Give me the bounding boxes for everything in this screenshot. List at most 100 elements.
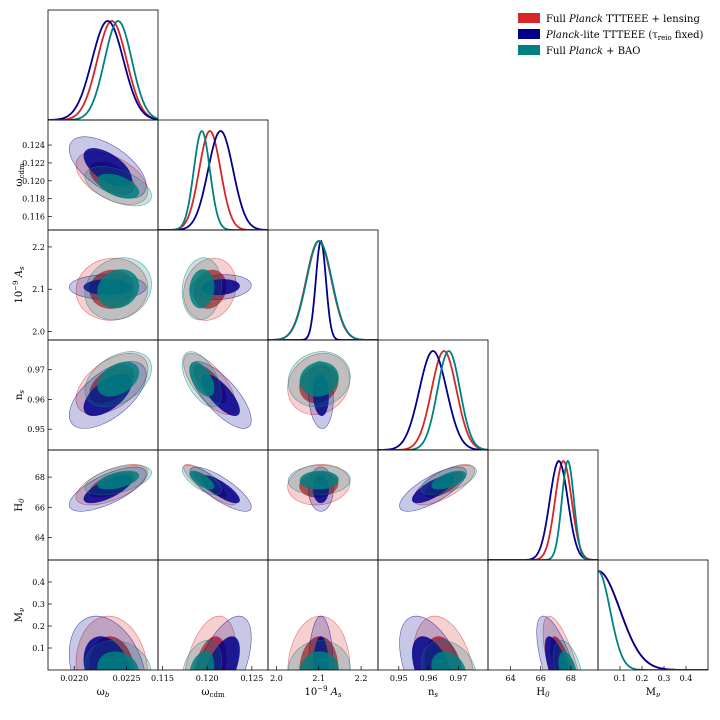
marginal-omega_b-series-1: [48, 20, 158, 120]
marginal-H0-series-0: [488, 459, 598, 560]
y-tick-label: 0.1: [32, 644, 45, 653]
contour-68-ns-H0-series-2: [431, 470, 467, 490]
contour-68-omega_cdm-Mnu-series-2: [189, 651, 215, 670]
contour-68-omega_b-omega_cdm-series-2: [97, 173, 140, 199]
contour-68-As-Mnu-series-2: [299, 651, 339, 670]
y-tick-label: 0.120: [22, 177, 45, 186]
contour-68-ns-Mnu-series-2: [431, 651, 466, 670]
marginal-ns-series-2: [378, 350, 488, 450]
contour-68-omega_b-As-series-2: [97, 269, 140, 309]
y-tick-label: 0.4: [32, 578, 45, 587]
x-tick-label: 0.4: [680, 674, 693, 683]
marginal-ns-series-1: [378, 350, 488, 450]
x-axis-label-ns: ns: [428, 687, 438, 699]
contour-68-As-ns-series-2: [299, 361, 339, 397]
x-tick-label: 0.0225: [113, 674, 141, 683]
y-tick-label: 0.122: [22, 159, 45, 168]
legend-swatch-1: [518, 29, 540, 39]
y-axis-label-omega_cdm: ωcdm: [14, 163, 26, 187]
y-tick-label: 0.3: [32, 600, 45, 609]
panel-frame: [377, 339, 489, 451]
y-axis-label-Mnu: Mν: [14, 607, 26, 622]
legend-swatch-2: [518, 45, 540, 55]
panel-Mnu-Mnu: 0.1 0.2 0.3 0.4 Mν: [597, 559, 709, 699]
panel-frame: [597, 559, 709, 671]
y-tick-label: 0.96: [27, 395, 45, 404]
y-tick-label: 66: [35, 503, 45, 512]
y-axis-label-As: 10−9 As: [12, 266, 26, 303]
marginal-Mnu-series-0: [598, 570, 708, 670]
panel-ns-Mnu: 0.95 0.96 0.97 ns: [377, 559, 489, 699]
x-tick-label: 0.120: [196, 674, 219, 683]
panel-omega_cdm-omega_cdm: [157, 119, 269, 231]
legend: Full Planck TTTEEE + lensing Planck-lite…: [518, 13, 704, 57]
x-tick-label: 0.2: [636, 674, 649, 683]
marginal-Mnu-series-2: [598, 570, 708, 670]
panel-omega_b-omega_cdm: 0.116 0.118 0.120 0.122 0.124 ωcdm: [14, 119, 159, 231]
y-tick-label: 0.118: [22, 195, 45, 204]
panel-As-Mnu: 2.0 2.1 2.2 10−9 As: [267, 559, 379, 699]
marginal-Mnu-series-1: [598, 570, 708, 670]
legend-label-0: Full Planck TTTEEE + lensing: [546, 14, 700, 25]
panel-omega_cdm-Mnu: 0.115 0.120 0.125 ωcdm: [151, 559, 269, 699]
y-tick-label: 2.1: [32, 285, 45, 294]
y-axis-label-ns: ns: [14, 390, 26, 400]
x-tick-label: 0.0220: [60, 674, 88, 683]
panel-frame: [157, 449, 269, 561]
x-tick-label: 0.1: [614, 674, 627, 683]
x-axis-label-H0: H0: [536, 687, 550, 699]
panel-H0-Mnu: 64 66 68 H0: [487, 559, 599, 699]
legend-label-1: Planck-lite TTTEEE (τreio fixed): [545, 30, 704, 42]
x-tick-label: 0.125: [240, 674, 263, 683]
panel-As-H0: [267, 449, 379, 561]
x-tick-label: 68: [566, 674, 576, 683]
x-tick-label: 0.97: [449, 674, 467, 683]
contour-68-omega_b-H0-series-2: [97, 470, 140, 490]
panel-omega_cdm-As: [157, 229, 269, 341]
y-tick-label: 0.124: [22, 141, 45, 150]
panel-ns-H0: [377, 449, 489, 561]
panel-frame: [487, 449, 599, 561]
x-tick-label: 66: [536, 674, 546, 683]
y-tick-label: 0.116: [22, 213, 45, 222]
marginal-H0-series-1: [488, 460, 598, 560]
x-axis-label-omega_b: ωb: [97, 687, 110, 699]
y-tick-label: 64: [35, 533, 45, 542]
y-tick-label: 0.97: [27, 366, 45, 375]
panel-omega_b-H0: 64 66 68 H0: [14, 449, 159, 561]
y-tick-label: 2.2: [32, 243, 45, 252]
y-tick-label: 2.0: [32, 328, 45, 337]
y-tick-label: 0.95: [27, 425, 45, 434]
marginal-omega_cdm-series-1: [158, 130, 268, 230]
x-tick-label: 0.95: [390, 674, 408, 683]
contour-68-omega_b-Mnu-series-2: [97, 651, 139, 670]
contour-68-omega_cdm-ns-series-2: [189, 361, 215, 397]
x-tick-label: 0.96: [420, 674, 438, 683]
y-tick-label: 0.2: [32, 622, 45, 631]
legend-label-2: Full Planck + BAO: [546, 46, 640, 57]
x-tick-label: 2.0: [270, 674, 283, 683]
contour-68-As-H0-series-2: [299, 470, 339, 490]
y-tick-label: 68: [35, 473, 45, 482]
marginal-As-series-2: [268, 240, 378, 340]
marginal-H0-series-2: [488, 459, 598, 560]
panel-ns-ns: [377, 339, 489, 451]
panel-As-ns: [267, 339, 379, 451]
panel-omega_b-As: 2.0 2.1 2.2 10−9 As: [12, 229, 159, 341]
x-tick-label: 2.2: [355, 674, 368, 683]
contour-68-omega_b-ns-series-2: [97, 361, 140, 397]
panel-omega_b-omega_b: [47, 9, 159, 121]
x-tick-label: 2.1: [312, 674, 325, 683]
contour-68-omega_cdm-As-series-2: [189, 269, 215, 309]
x-axis-label-omega_cdm: ωcdm: [201, 687, 225, 699]
marginal-omega_cdm-series-2: [158, 129, 268, 230]
x-tick-label: 0.115: [151, 674, 174, 683]
panel-omega_cdm-H0: [157, 449, 269, 561]
y-axis-label-H0: H0: [14, 498, 26, 512]
legend-swatch-0: [518, 13, 540, 23]
panel-omega_b-ns: 0.95 0.96 0.97 ns: [14, 339, 159, 451]
contour-68-H0-Mnu-series-2: [558, 651, 577, 670]
contour-68-omega_cdm-H0-series-2: [189, 470, 215, 490]
